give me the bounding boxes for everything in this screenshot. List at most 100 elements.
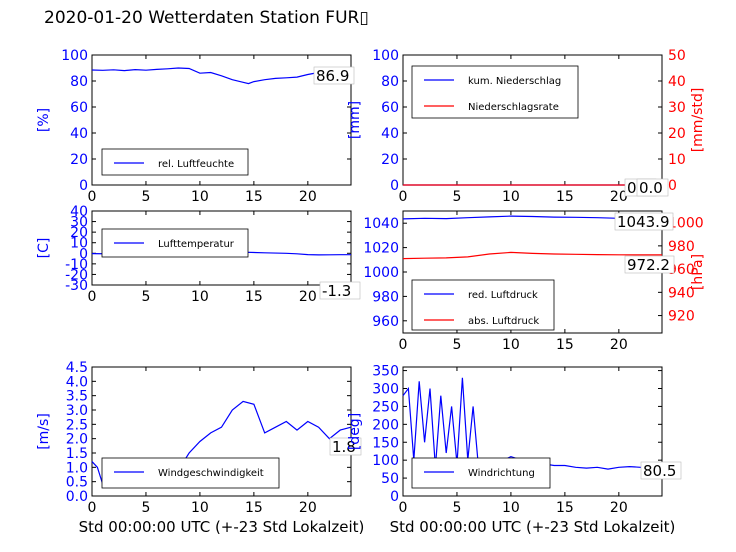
value-annotation-box (640, 461, 682, 480)
legend-box (411, 279, 555, 331)
legend-label: abs. Luftdruck (468, 316, 539, 327)
value-annotation: 1043.9 (617, 213, 670, 231)
value-annotation-box (319, 281, 361, 300)
legend-label: Lufttemperatur (158, 239, 235, 250)
x-tick-label: 0 (88, 500, 97, 516)
legend-box (411, 65, 579, 119)
legend-label: red. Luftdruck (468, 290, 538, 301)
plot-frame (91, 366, 352, 497)
y-tick-label: -10 (65, 257, 88, 273)
value-annotation: -1.3 (322, 282, 351, 300)
y-tick-label: 20 (70, 225, 88, 241)
y-tick-label: 20 (70, 152, 88, 168)
value-annotation-box (624, 255, 675, 274)
x-tick-label: 15 (245, 289, 263, 305)
x-tick-label: 15 (245, 189, 263, 205)
y-tick-label: 0 (79, 178, 88, 194)
value-annotation: 80.5 (643, 462, 676, 480)
y2-tick-label: 0 (668, 178, 677, 194)
x-tick-label: 5 (141, 189, 150, 205)
y-tick-label: 2.0 (66, 432, 88, 448)
y-tick-label: 80 (70, 74, 88, 90)
legend-label: Windgeschwindigkeit (158, 468, 264, 479)
y-tick-label: 40 (70, 204, 88, 220)
y-tick-label: 3.0 (66, 403, 88, 419)
legend-label: Niederschlagsrate (468, 102, 559, 113)
x-tick-label: 0 (399, 189, 408, 205)
x-tick-label: 20 (610, 337, 628, 353)
x-tick-label: 10 (502, 500, 520, 516)
y-tick-label: 0.5 (66, 475, 88, 491)
value-annotation-box (636, 178, 669, 197)
legend: rel. Luftfeuchte (101, 148, 249, 176)
x-tick-label: 20 (299, 189, 317, 205)
panel-humidity: 0 5 10 15 20 0 20 40 60 80 100 [%] rel. Luftfeuchte 8… (36, 48, 355, 205)
y-tick-label: -30 (65, 278, 88, 294)
x-tick-label: 0 (88, 189, 97, 205)
y2-tick-label: 960 (668, 262, 695, 278)
y-axis-label: [%] (36, 108, 52, 132)
value-annotation: 0.0 (639, 179, 663, 197)
y-tick-label: -20 (65, 267, 88, 283)
x-tick-label: 15 (556, 337, 574, 353)
y2-tick-label: 940 (668, 285, 695, 301)
legend-box (411, 457, 551, 489)
plot-frame (91, 54, 352, 186)
y-tick-label: 40 (381, 126, 399, 142)
legend: Lufttemperatur (101, 228, 249, 258)
y-tick-label: 10 (70, 236, 88, 252)
x-tick-label: 5 (452, 189, 461, 205)
series-line-1 (91, 67, 351, 85)
x-tick-label: 5 (141, 289, 150, 305)
x-tick-label: 0 (88, 289, 97, 305)
x-tick-label: 0 (399, 500, 408, 516)
value-annotation: 1.8 (332, 438, 356, 456)
plot-frame (402, 366, 663, 497)
y-tick-label: 60 (70, 100, 88, 116)
y2-tick-label: 10 (668, 152, 686, 168)
y2-tick-label: 920 (668, 309, 695, 325)
y-tick-label: 50 (381, 471, 399, 487)
value-annotation: 972.2 (627, 256, 670, 274)
y-tick-label: 0 (390, 489, 399, 505)
y-tick-label: 60 (381, 100, 399, 116)
x-tick-label: 10 (502, 189, 520, 205)
y2-tick-label: 20 (668, 126, 686, 142)
y-tick-label: 0 (390, 178, 399, 194)
y-tick-label: 1020 (363, 241, 399, 257)
legend-label: rel. Luftfeuchte (158, 159, 234, 170)
legend-box (101, 148, 249, 176)
y-tick-label: 1.5 (66, 446, 88, 462)
x-tick-label: 15 (245, 500, 263, 516)
x-tick-label: 5 (452, 500, 461, 516)
y2-tick-label: 1000 (668, 216, 704, 232)
plot-frame (91, 210, 352, 286)
y-tick-label: 30 (70, 215, 88, 231)
y-tick-label: 3.5 (66, 389, 88, 405)
x-axis-label: Std 00:00:00 UTC (+-23 Std Lokalzeit) (390, 518, 676, 536)
y-tick-label: 1.0 (66, 460, 88, 476)
y-tick-label: 80 (381, 74, 399, 90)
x-tick-label: 10 (502, 337, 520, 353)
y-tick-label: 4.5 (66, 360, 88, 376)
y2-tick-label: 980 (668, 239, 695, 255)
y-tick-label: 300 (372, 382, 399, 398)
series-line-1 (402, 377, 663, 470)
value-annotation-box (614, 212, 674, 231)
x-tick-label: 10 (191, 189, 209, 205)
y2-tick-label: 30 (668, 100, 686, 116)
panel-wind-speed: 0 5 10 15 20 0.00.51.01.52.02.53.03.54.04.5 [m… (36, 360, 364, 536)
page-title: 2020-01-20 Wetterdaten Station FUR▯ (44, 8, 369, 28)
y-tick-label: 1040 (363, 216, 399, 232)
y-axis-label: [mm] (347, 101, 363, 139)
y-tick-label: 4.0 (66, 374, 88, 390)
x-tick-label: 20 (610, 189, 628, 205)
y-tick-label: 0 (79, 246, 88, 262)
y-tick-label: 40 (70, 126, 88, 142)
series-line-2 (402, 251, 662, 260)
legend: kum. Niederschlag Niederschlagsrate (411, 65, 579, 119)
x-tick-label: 20 (299, 289, 317, 305)
y2-tick-label: 40 (668, 74, 686, 90)
